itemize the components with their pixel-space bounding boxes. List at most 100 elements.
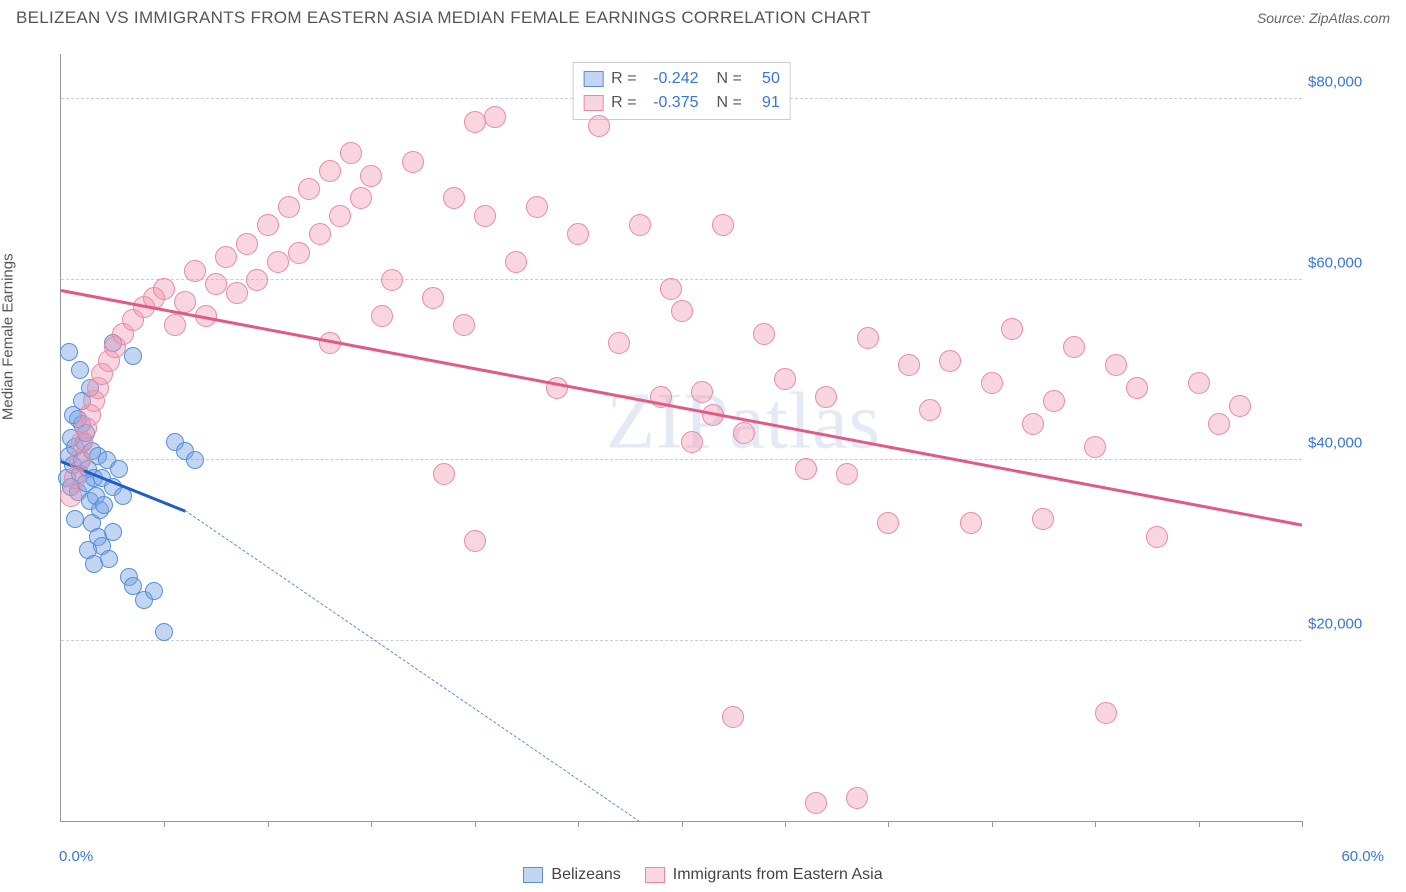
data-point — [1095, 702, 1117, 724]
data-point — [309, 223, 331, 245]
bottom-legend-item: Belizeans — [523, 866, 620, 884]
x-tick — [475, 821, 476, 827]
data-point — [753, 323, 775, 345]
n-value: 50 — [750, 67, 780, 91]
data-point — [567, 223, 589, 245]
r-value: -0.242 — [645, 67, 699, 91]
data-point — [288, 242, 310, 264]
stats-legend-row: R = -0.375 N = 91 — [583, 91, 780, 115]
data-point — [145, 582, 163, 600]
data-point — [381, 269, 403, 291]
data-point — [588, 115, 610, 137]
x-start-label: 0.0% — [59, 848, 93, 865]
chart-container: Median Female Earnings ZIPatlas $20,000$… — [16, 40, 1390, 850]
trend-extension — [185, 510, 641, 822]
data-point — [371, 305, 393, 327]
data-point — [215, 246, 237, 268]
x-tick — [578, 821, 579, 827]
data-point — [124, 347, 142, 365]
chart-title: BELIZEAN VS IMMIGRANTS FROM EASTERN ASIA… — [16, 8, 871, 28]
data-point — [660, 278, 682, 300]
data-point — [236, 233, 258, 255]
data-point — [422, 287, 444, 309]
data-point — [846, 787, 868, 809]
data-point — [246, 269, 268, 291]
gridline — [61, 640, 1302, 641]
data-point — [226, 282, 248, 304]
y-tick-label: $40,000 — [1308, 435, 1384, 452]
data-point — [66, 510, 84, 528]
data-point — [774, 368, 796, 390]
data-point — [1146, 526, 1168, 548]
data-point — [95, 496, 113, 514]
data-point — [1043, 390, 1065, 412]
data-point — [184, 260, 206, 282]
data-point — [155, 623, 173, 641]
data-point — [722, 706, 744, 728]
legend-swatch — [583, 71, 603, 87]
data-point — [795, 458, 817, 480]
data-point — [981, 372, 1003, 394]
bottom-legend: Belizeans Immigrants from Eastern Asia — [0, 866, 1406, 884]
data-point — [350, 187, 372, 209]
x-tick — [164, 821, 165, 827]
r-value: -0.375 — [645, 91, 699, 115]
data-point — [474, 205, 496, 227]
data-point — [319, 160, 341, 182]
data-point — [257, 214, 279, 236]
y-tick-label: $80,000 — [1308, 74, 1384, 91]
x-tick — [888, 821, 889, 827]
data-point — [857, 327, 879, 349]
data-point — [691, 381, 713, 403]
data-point — [1188, 372, 1210, 394]
data-point — [1084, 436, 1106, 458]
data-point — [278, 196, 300, 218]
y-axis-label: Median Female Earnings — [0, 253, 17, 420]
data-point — [164, 314, 186, 336]
r-label: R = — [611, 91, 636, 115]
data-point — [340, 142, 362, 164]
x-tick — [1199, 821, 1200, 827]
x-tick — [1095, 821, 1096, 827]
data-point — [205, 273, 227, 295]
data-point — [85, 555, 103, 573]
data-point — [733, 422, 755, 444]
n-value: 91 — [750, 91, 780, 115]
y-tick-label: $20,000 — [1308, 615, 1384, 632]
x-tick — [268, 821, 269, 827]
data-point — [898, 354, 920, 376]
data-point — [60, 343, 78, 361]
trend-line — [61, 289, 1302, 526]
data-point — [153, 278, 175, 300]
data-point — [1063, 336, 1085, 358]
data-point — [671, 300, 693, 322]
data-point — [360, 165, 382, 187]
data-point — [174, 291, 196, 313]
data-point — [443, 187, 465, 209]
y-tick-label: $60,000 — [1308, 254, 1384, 271]
data-point — [71, 361, 89, 379]
data-point — [919, 399, 941, 421]
data-point — [960, 512, 982, 534]
data-point — [1208, 413, 1230, 435]
data-point — [329, 205, 351, 227]
bottom-legend-item: Immigrants from Eastern Asia — [645, 866, 883, 884]
legend-series-name: Immigrants from Eastern Asia — [673, 866, 883, 884]
n-label: N = — [717, 67, 742, 91]
data-point — [805, 792, 827, 814]
data-point — [402, 151, 424, 173]
data-point — [939, 350, 961, 372]
data-point — [608, 332, 630, 354]
data-point — [1022, 413, 1044, 435]
x-tick — [682, 821, 683, 827]
data-point — [546, 377, 568, 399]
x-tick — [785, 821, 786, 827]
data-point — [836, 463, 858, 485]
data-point — [1126, 377, 1148, 399]
legend-swatch — [645, 867, 665, 883]
data-point — [267, 251, 289, 273]
plot-area: ZIPatlas $20,000$40,000$60,000$80,0000.0… — [60, 54, 1302, 822]
legend-swatch — [583, 95, 603, 111]
n-label: N = — [717, 91, 742, 115]
data-point — [1229, 395, 1251, 417]
